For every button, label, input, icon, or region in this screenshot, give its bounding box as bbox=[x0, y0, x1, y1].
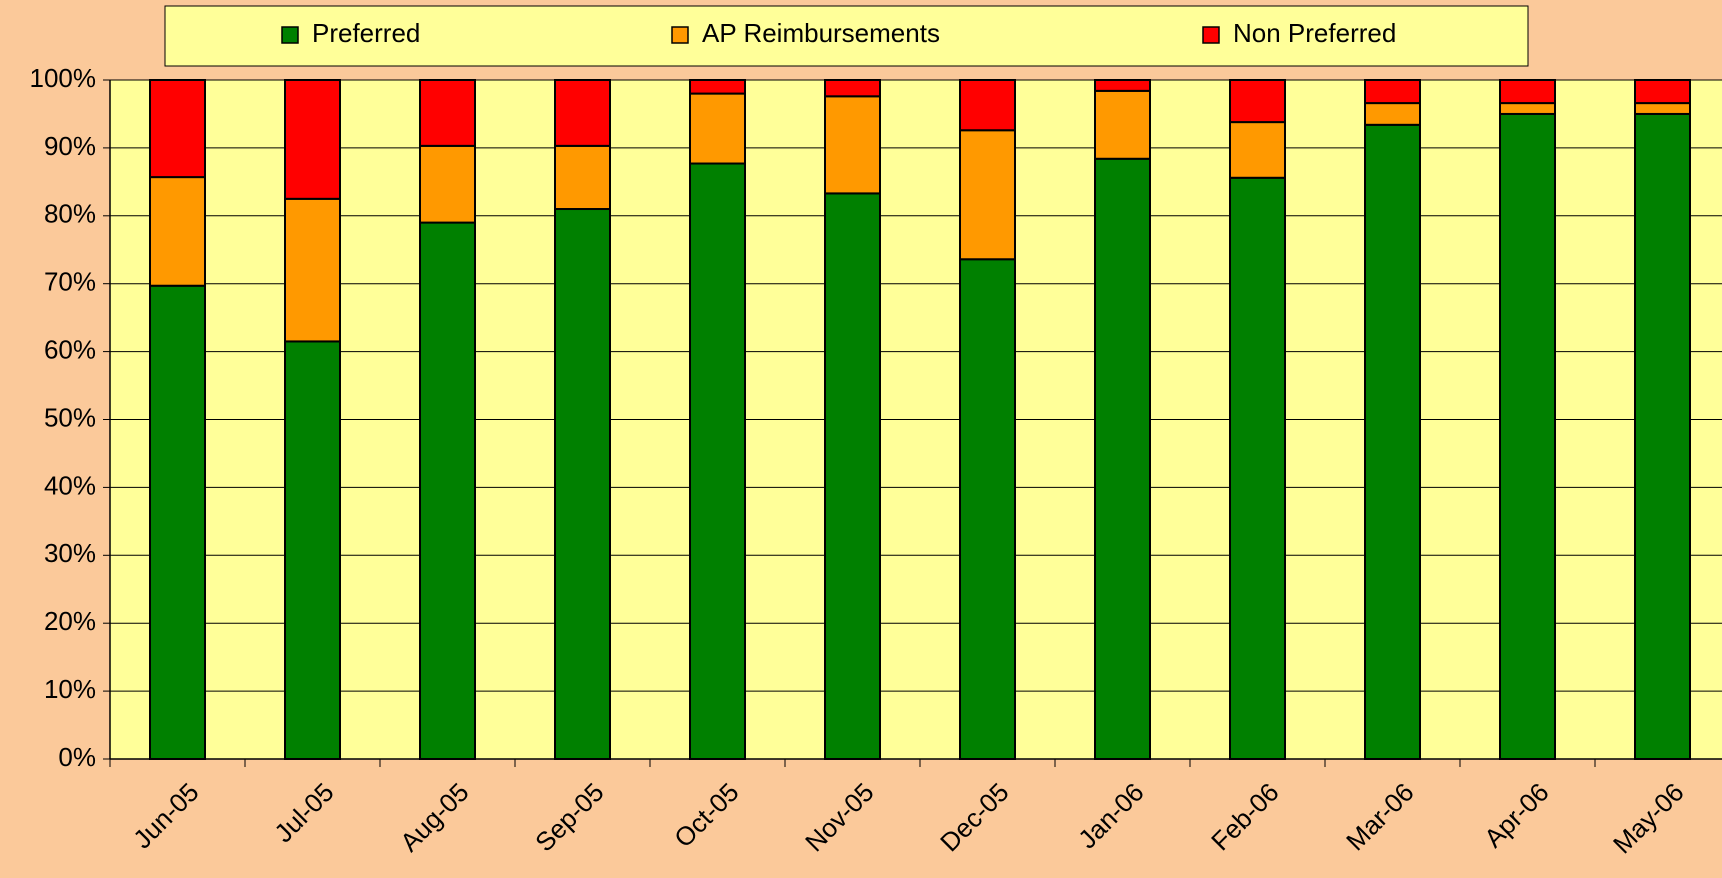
bar-segment bbox=[554, 79, 611, 147]
legend-swatch bbox=[671, 26, 689, 44]
bar-segment bbox=[1499, 79, 1556, 105]
bar-segment bbox=[1364, 79, 1421, 105]
bar-segment bbox=[284, 79, 341, 200]
legend-swatch bbox=[281, 26, 299, 44]
y-tick-label: 90% bbox=[44, 131, 96, 161]
bar-segment bbox=[149, 284, 206, 760]
bar-segment bbox=[1364, 123, 1421, 760]
y-tick-label: 0% bbox=[58, 742, 96, 772]
y-tick-label: 20% bbox=[44, 606, 96, 636]
bar-segment bbox=[959, 129, 1016, 261]
bar-segment bbox=[689, 92, 746, 165]
x-tick-label: Jan-06 bbox=[1072, 777, 1149, 854]
legend-label: AP Reimbursements bbox=[702, 18, 940, 48]
y-tick-label: 80% bbox=[44, 199, 96, 229]
x-tick-label: May-06 bbox=[1607, 777, 1690, 860]
y-tick-label: 100% bbox=[30, 63, 97, 93]
bar-segment bbox=[1499, 102, 1556, 115]
bar-segment bbox=[1229, 121, 1286, 179]
bar-segment bbox=[824, 79, 881, 98]
bar-segment bbox=[284, 197, 341, 343]
bar-segment bbox=[419, 144, 476, 224]
legend-label: Preferred bbox=[312, 18, 420, 48]
x-tick-label: Mar-06 bbox=[1340, 777, 1419, 856]
legend-label: Non Preferred bbox=[1233, 18, 1396, 48]
bar-segment bbox=[1634, 112, 1691, 760]
x-tick-label: Aug-05 bbox=[394, 777, 474, 857]
x-tick-label: Nov-05 bbox=[799, 777, 879, 857]
y-tick-label: 60% bbox=[44, 334, 96, 364]
y-tick-label: 70% bbox=[44, 267, 96, 297]
bar-segment bbox=[1499, 112, 1556, 760]
x-tick-label: Dec-05 bbox=[934, 777, 1014, 857]
y-tick-label: 50% bbox=[44, 402, 96, 432]
bar-segment bbox=[959, 258, 1016, 760]
bar-segment bbox=[149, 176, 206, 287]
bar-segment bbox=[1094, 79, 1151, 92]
bar-segment bbox=[959, 79, 1016, 132]
bar-segment bbox=[1634, 102, 1691, 115]
y-tick-label: 30% bbox=[44, 538, 96, 568]
bar-segment bbox=[554, 144, 611, 211]
x-tick-label: Oct-05 bbox=[668, 777, 744, 853]
y-tick-label: 10% bbox=[44, 674, 96, 704]
x-tick-label: Jul-05 bbox=[268, 777, 339, 848]
bar-segment bbox=[824, 192, 881, 760]
bar-segment bbox=[149, 79, 206, 179]
bar-segment bbox=[419, 79, 476, 147]
x-tick-label: Feb-06 bbox=[1205, 777, 1284, 856]
bar-segment bbox=[1229, 79, 1286, 124]
bar-segment bbox=[1364, 102, 1421, 126]
bar-segment bbox=[419, 221, 476, 760]
bar-segment bbox=[824, 95, 881, 195]
bar-segment bbox=[689, 79, 746, 95]
x-tick-label: Apr-06 bbox=[1478, 777, 1554, 853]
bar-segment bbox=[1229, 176, 1286, 760]
y-tick-label: 40% bbox=[44, 470, 96, 500]
bar-segment bbox=[284, 340, 341, 760]
bar-segment bbox=[1094, 89, 1151, 160]
x-tick-label: Jun-05 bbox=[127, 777, 204, 854]
bar-segment bbox=[554, 208, 611, 760]
x-tick-label: Sep-05 bbox=[529, 777, 609, 857]
legend-box bbox=[164, 5, 1529, 67]
bar-segment bbox=[1634, 79, 1691, 105]
legend-swatch bbox=[1202, 26, 1220, 44]
bar-segment bbox=[1094, 157, 1151, 761]
bar-segment bbox=[689, 162, 746, 760]
